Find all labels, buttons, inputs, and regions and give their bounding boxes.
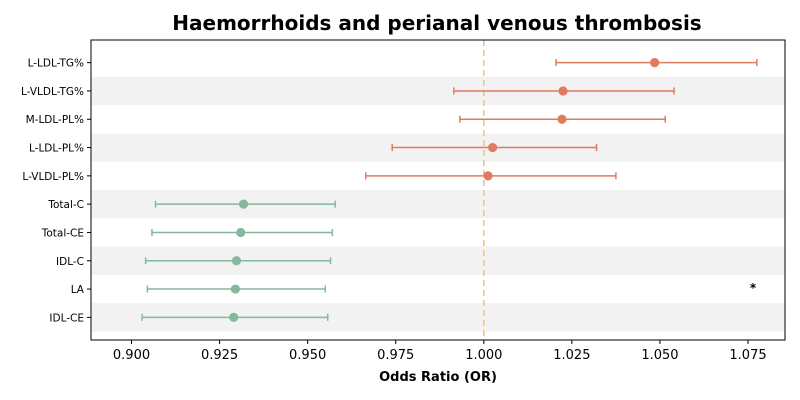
or-point	[238, 199, 249, 209]
x-tick-label: 0.900	[113, 348, 150, 363]
or-point	[229, 312, 239, 322]
y-tick-label: IDL-C	[56, 256, 84, 268]
significance-annotation: *	[750, 281, 757, 295]
or-point	[230, 284, 241, 294]
or-point	[650, 58, 660, 68]
x-tick-label: 0.975	[377, 348, 414, 363]
x-tick-label: 1.025	[553, 348, 590, 363]
y-tick-label: L-LDL-TG%	[28, 58, 84, 70]
or-point	[488, 142, 498, 153]
chart-title: Haemorrhoids and perianal venous thrombo…	[172, 11, 701, 35]
x-tick-label: 1.050	[641, 348, 678, 363]
y-tick-label: L-VLDL-TG%	[21, 86, 84, 98]
x-tick-label: 0.925	[201, 348, 238, 363]
y-tick-label: IDL-CE	[49, 312, 84, 324]
y-tick-label: M-LDL-PL%	[26, 114, 84, 126]
or-point	[557, 114, 567, 124]
plot-frame	[90, 39, 786, 341]
y-tick-label: LA	[71, 284, 85, 296]
y-tick-label: Total-CE	[41, 227, 84, 239]
x-tick-label: 1.075	[729, 348, 766, 363]
rows-layer: *	[141, 58, 758, 322]
or-point	[483, 171, 493, 181]
y-tick-label: L-LDL-PL%	[29, 143, 84, 155]
y-tick-label: L-VLDL-PL%	[22, 171, 84, 183]
y-tick-label: Total-C	[47, 199, 84, 211]
x-axis: 0.900 0.925 0.950 0.975 1.000 1.025 1.050 1.075	[113, 340, 767, 363]
or-point	[236, 227, 246, 238]
or-point	[558, 86, 568, 96]
or-point	[231, 256, 242, 266]
x-axis-label: Odds Ratio (OR)	[379, 370, 497, 385]
row-stripe	[91, 76, 785, 106]
y-axis: L-LDL-TG% L-VLDL-TG% M-LDL-PL% L-LDL-PL% L-V…	[21, 58, 91, 324]
x-tick-label: 1.000	[465, 348, 502, 363]
x-tick-label: 0.950	[289, 348, 326, 363]
